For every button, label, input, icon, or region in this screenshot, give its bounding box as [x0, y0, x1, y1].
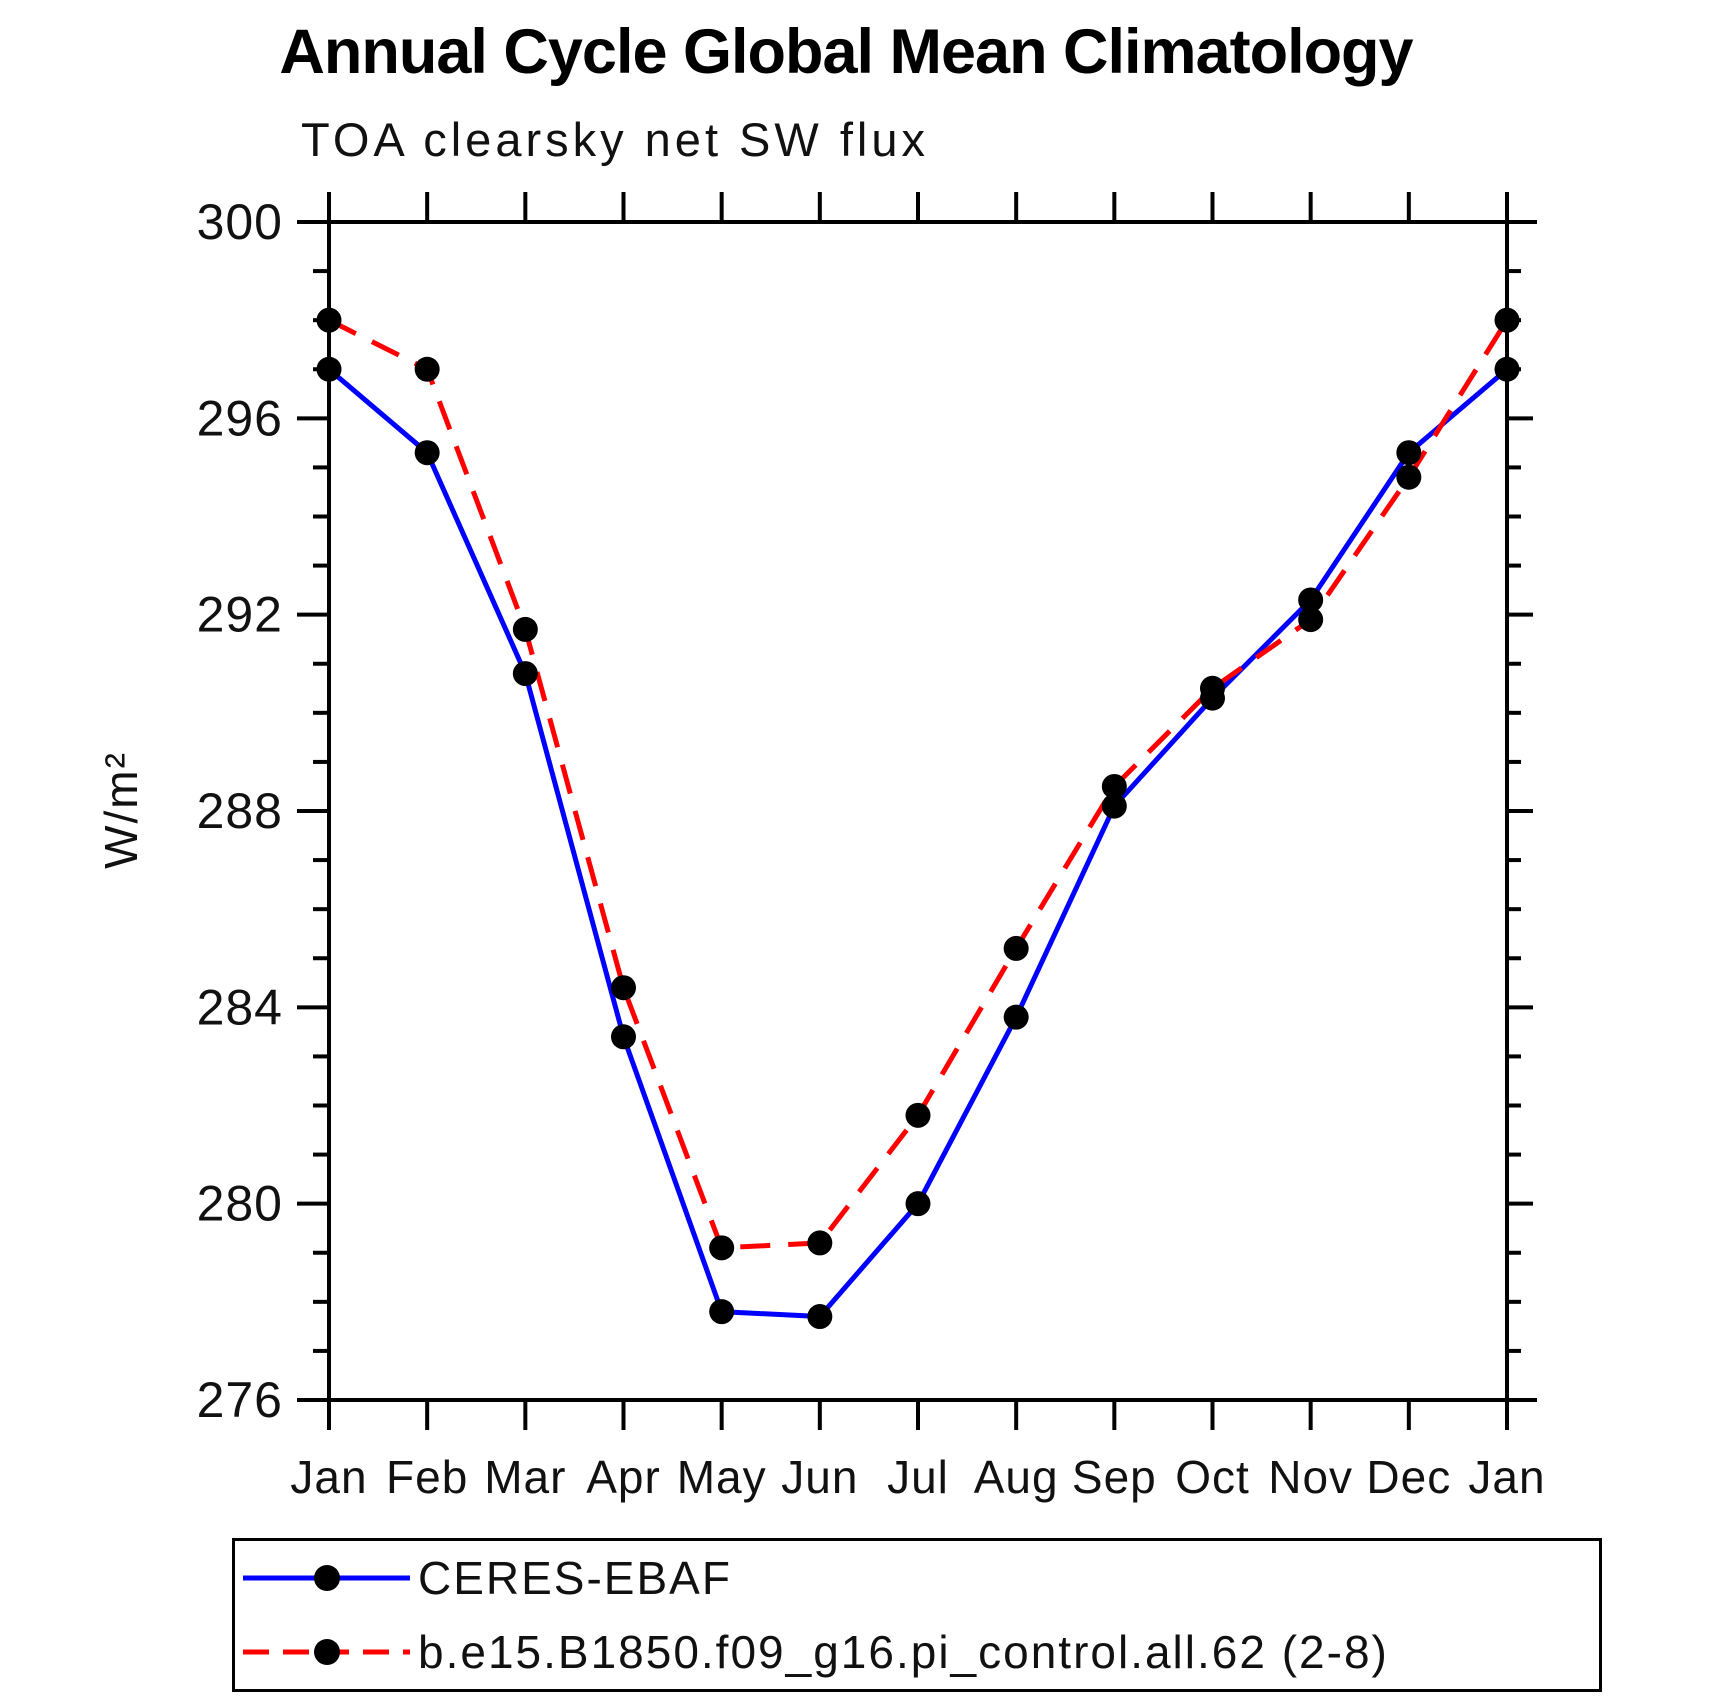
data-point-series-1 [1200, 675, 1225, 701]
data-point-series-1 [1396, 464, 1422, 490]
y-tick-label: 300 [197, 194, 283, 250]
chart-title: Annual Cycle Global Mean Climatology [279, 17, 1413, 87]
y-tick-label: 288 [197, 783, 283, 839]
x-tick-label: Jan [1468, 1451, 1545, 1503]
y-tick-label: 284 [197, 979, 283, 1035]
legend-label-ceres-ebaf: CERES-EBAF [418, 1552, 732, 1604]
y-tick-label: 276 [197, 1372, 283, 1428]
data-point-series-0 [1101, 793, 1127, 819]
data-point-series-0 [1396, 440, 1422, 466]
data-point-series-0 [1494, 356, 1520, 382]
data-point-series-0 [807, 1304, 833, 1330]
x-tick-label: Aug [974, 1451, 1059, 1503]
data-point-series-1 [512, 616, 538, 642]
data-point-series-0 [512, 661, 538, 687]
y-tick-label: 296 [197, 390, 283, 446]
legend-item-model-run: b.e15.B1850.f09_g16.pi_control.all.62 (2… [235, 1615, 1599, 1689]
data-point-series-1 [905, 1102, 931, 1128]
data-point-series-0 [709, 1299, 735, 1325]
x-tick-label: Oct [1175, 1451, 1250, 1503]
data-point-series-0 [414, 440, 440, 466]
x-tick-label: Dec [1366, 1451, 1451, 1503]
y-tick-label: 280 [197, 1176, 283, 1232]
data-point-series-0 [316, 356, 342, 382]
data-point-series-1 [316, 307, 342, 333]
legend: CERES-EBAF b.e15.B1850.f09_g16.pi_contro… [232, 1538, 1602, 1692]
data-point-series-1 [1494, 307, 1520, 333]
chart-subtitle: TOA clearsky net SW flux [301, 113, 929, 166]
legend-swatch-dashed-line [243, 1639, 410, 1665]
x-tick-label: Jan [290, 1451, 367, 1503]
data-point-series-0 [1003, 1004, 1029, 1030]
data-point-series-0 [611, 1024, 636, 1050]
legend-swatch-solid-line [243, 1565, 410, 1591]
x-tick-label: Jun [781, 1451, 858, 1503]
x-tick-label: Mar [484, 1451, 566, 1503]
legend-marker-dot [314, 1565, 340, 1591]
data-point-series-1 [611, 975, 636, 1001]
x-tick-label: Feb [386, 1451, 468, 1503]
y-tick-label: 292 [197, 587, 283, 643]
legend-label-model-run: b.e15.B1850.f09_g16.pi_control.all.62 (2… [418, 1626, 1389, 1678]
legend-marker-dot [314, 1639, 340, 1665]
data-point-series-1 [807, 1230, 833, 1256]
data-point-series-0 [905, 1191, 931, 1217]
x-tick-label: Sep [1072, 1451, 1157, 1503]
data-point-series-1 [414, 356, 440, 382]
x-tick-label: Nov [1268, 1451, 1353, 1503]
legend-item-ceres-ebaf: CERES-EBAF [235, 1541, 1599, 1615]
data-point-series-1 [709, 1235, 735, 1261]
x-tick-label: Jul [887, 1451, 949, 1503]
series-line-0 [327, 367, 1509, 1320]
data-point-series-1 [1298, 607, 1324, 633]
data-point-series-1 [1003, 935, 1029, 961]
data-point-series-1 [1101, 773, 1127, 799]
x-tick-label: Apr [586, 1451, 661, 1503]
data-point-series-0 [1298, 587, 1324, 613]
x-tick-label: May [677, 1451, 767, 1503]
